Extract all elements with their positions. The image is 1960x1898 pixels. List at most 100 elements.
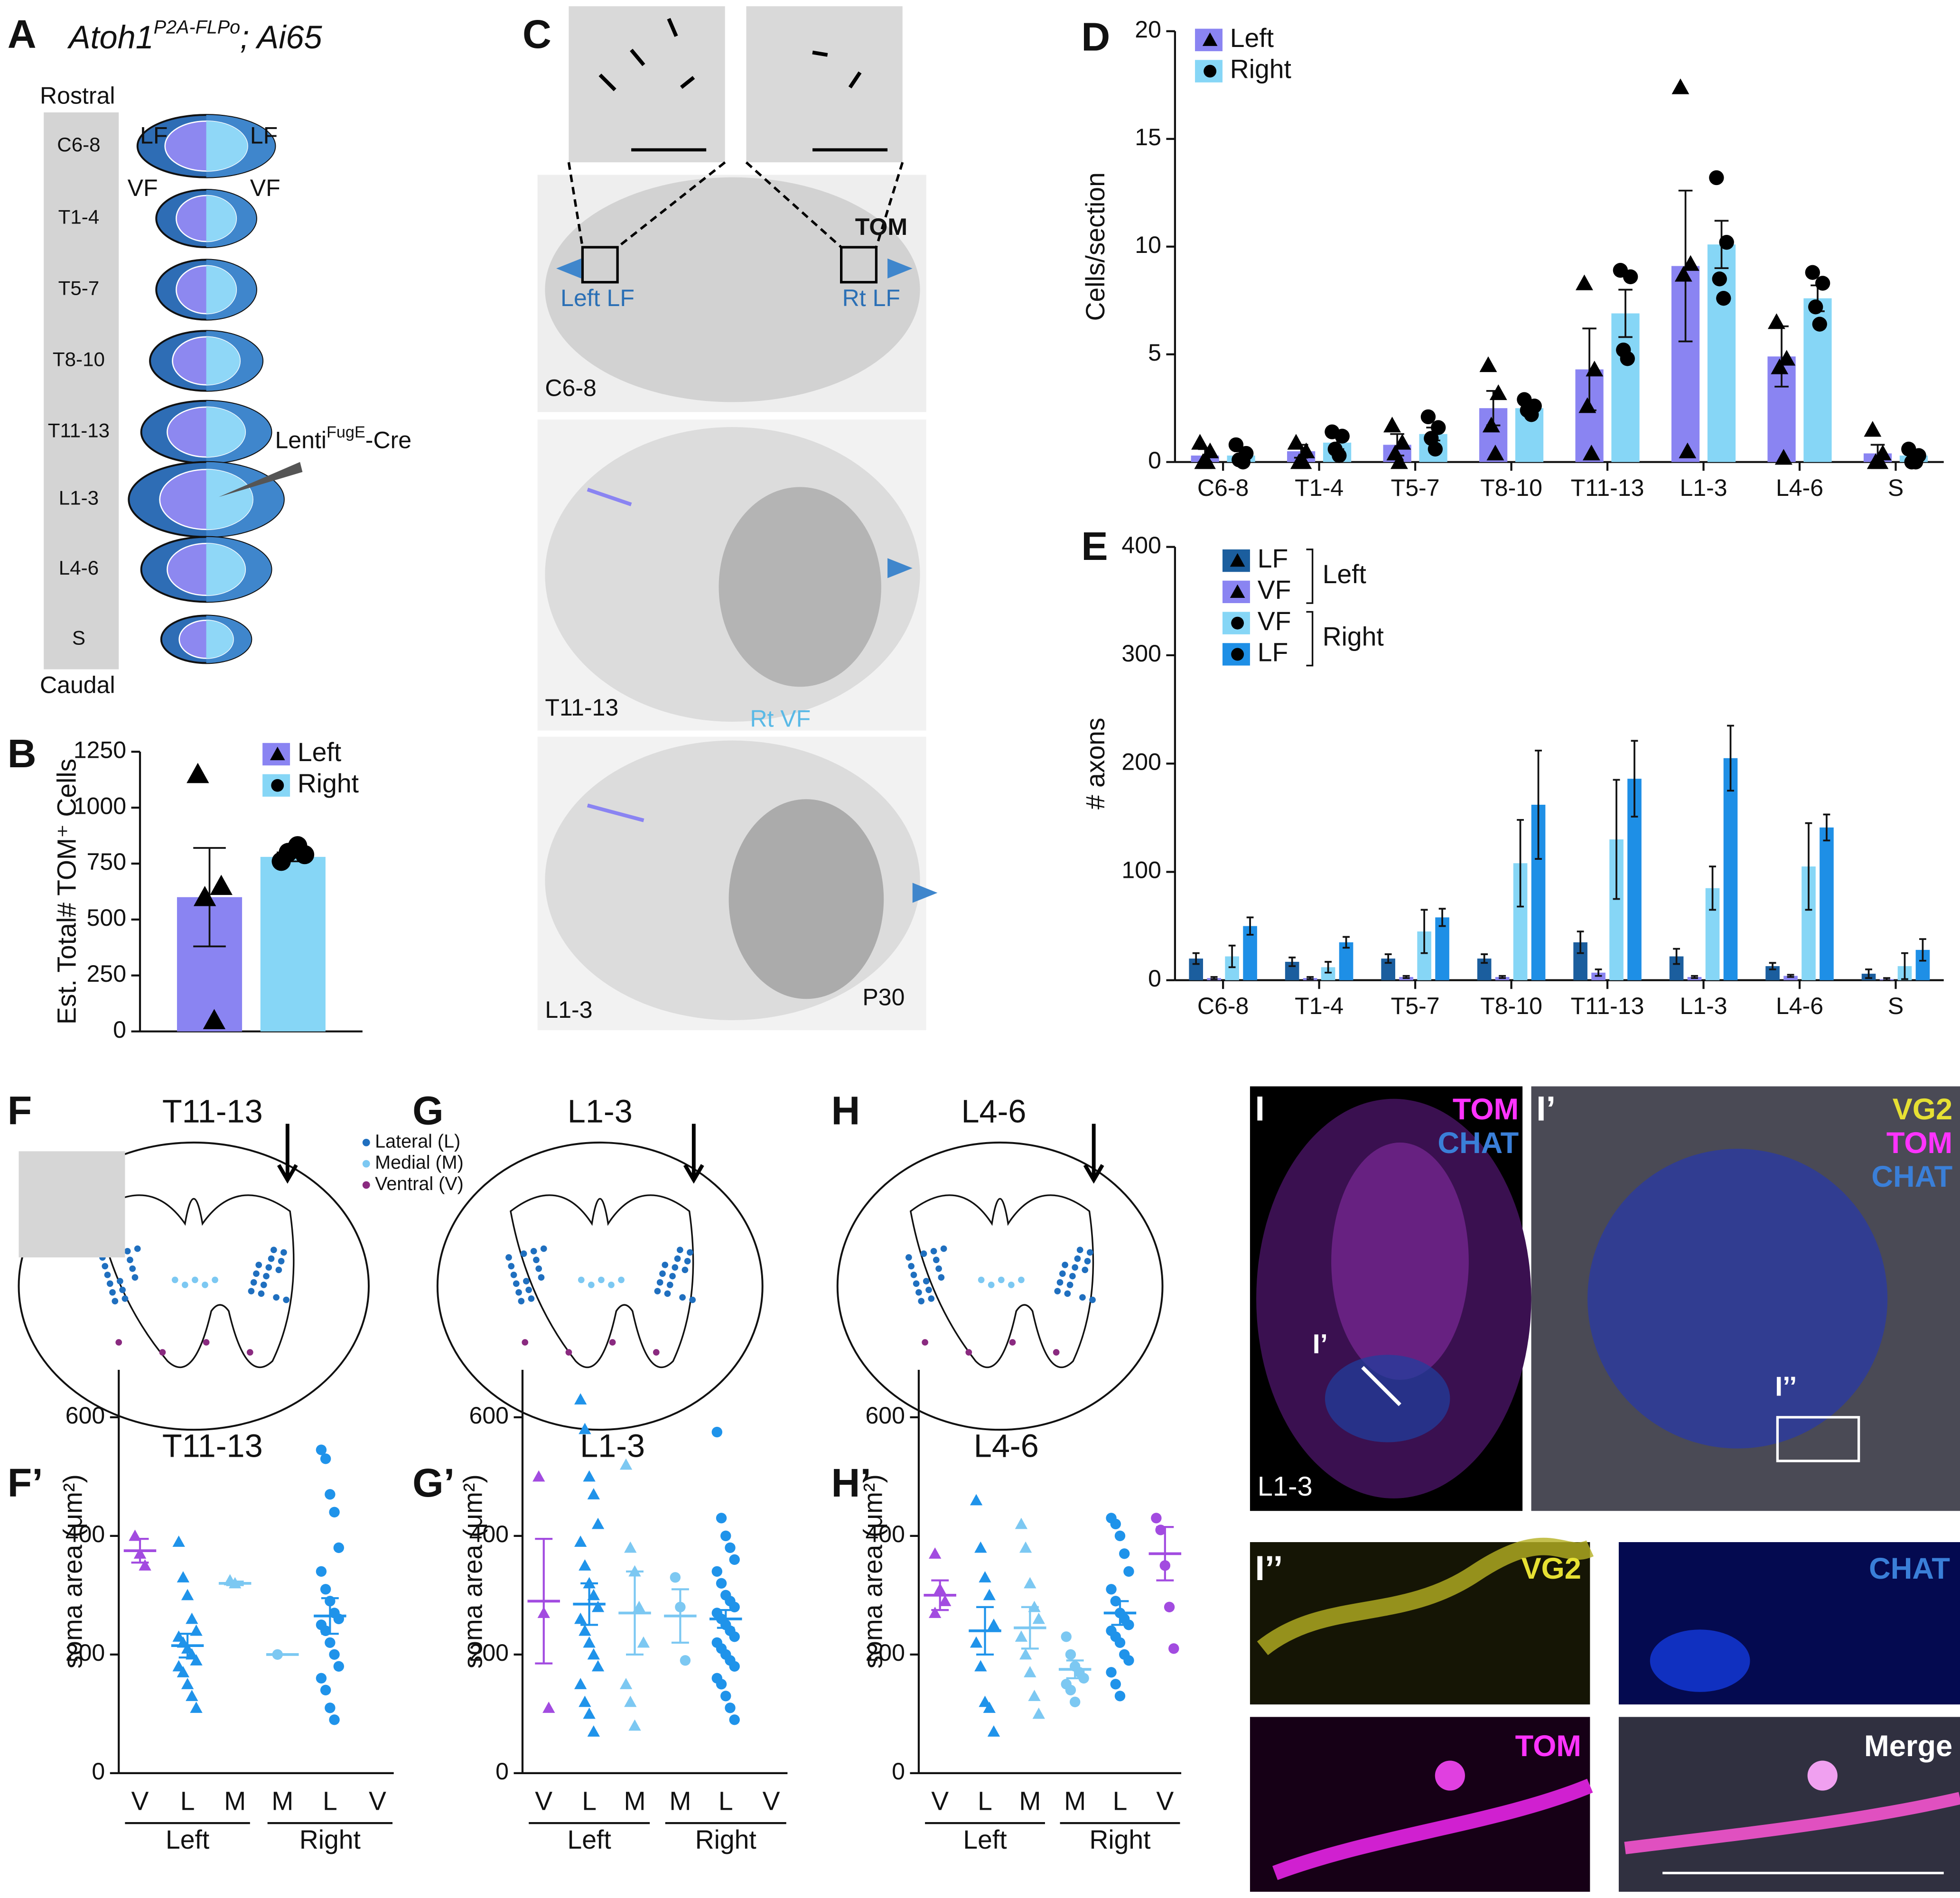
x-tick-label: V xyxy=(369,1786,386,1816)
cell-dot xyxy=(181,1282,188,1288)
point xyxy=(320,1584,331,1595)
point xyxy=(320,1453,331,1464)
error-bar xyxy=(1438,908,1446,927)
point xyxy=(1032,1612,1045,1624)
cell-dot xyxy=(258,1290,265,1297)
group-label: Right xyxy=(299,1825,361,1854)
y-tick-label: 250 xyxy=(87,960,126,987)
point xyxy=(716,1679,727,1690)
y-tick-label: 0 xyxy=(1148,965,1161,992)
x-tick-label: V xyxy=(1156,1786,1174,1816)
vf-label: VF xyxy=(250,175,280,201)
point xyxy=(1297,442,1315,458)
x-tick-label: T1-4 xyxy=(1295,474,1344,501)
segment-label: S xyxy=(72,627,85,649)
cell-dot xyxy=(268,1255,275,1262)
inset-box xyxy=(840,246,878,284)
point xyxy=(1431,420,1446,435)
legend-marker xyxy=(1202,32,1218,46)
x-tick-label: L xyxy=(719,1786,733,1816)
panel-letter: I xyxy=(1255,1089,1264,1128)
point xyxy=(1479,356,1497,372)
point xyxy=(720,1530,731,1542)
panel-letter: H’ xyxy=(831,1461,871,1505)
legend-marker xyxy=(1230,584,1245,598)
point xyxy=(1335,428,1350,444)
cell-dot xyxy=(684,1258,691,1265)
bar xyxy=(1783,976,1798,980)
cell-dot xyxy=(131,1274,139,1281)
y-tick-label: 100 xyxy=(1121,857,1161,884)
point xyxy=(579,1423,591,1434)
point xyxy=(929,1547,942,1559)
point xyxy=(624,1541,637,1553)
legend-label: Medial (M) xyxy=(375,1152,464,1173)
cell-dot xyxy=(1086,1249,1093,1256)
section-title: L1-3 xyxy=(568,1093,633,1129)
grey-matter-right xyxy=(206,195,236,242)
point xyxy=(624,1695,637,1707)
panel-letter: B xyxy=(8,731,37,776)
error-bar xyxy=(1156,1526,1174,1582)
point xyxy=(574,1393,587,1405)
legend-marker xyxy=(1204,65,1217,78)
bar xyxy=(1723,758,1738,980)
x-tick-label: M xyxy=(1019,1786,1041,1816)
point xyxy=(1390,453,1408,469)
cell-dot xyxy=(608,1282,615,1288)
lenti-label: LentiFugE-Cre xyxy=(275,423,411,454)
legend-marker xyxy=(270,746,285,761)
grey-matter-right xyxy=(206,543,245,595)
cell-dot xyxy=(664,1290,671,1297)
cell-dot xyxy=(518,1298,525,1304)
cell-dot xyxy=(104,1272,111,1278)
point xyxy=(1198,453,1216,469)
point xyxy=(983,1702,996,1713)
point xyxy=(1015,1630,1028,1642)
legend-label: Left xyxy=(298,737,341,767)
channel-label: CHAT xyxy=(1869,1552,1950,1585)
grey-matter-right xyxy=(206,336,240,385)
legend-label: LF xyxy=(1258,638,1288,667)
x-tick-label: L xyxy=(323,1786,337,1816)
cell-dot xyxy=(273,1294,280,1301)
cell-dot xyxy=(159,1349,166,1356)
cell-dot xyxy=(530,1248,537,1255)
cell-dot xyxy=(250,1279,257,1286)
arrow xyxy=(1361,1366,1401,1406)
x-tick-label: L4-6 xyxy=(1776,993,1823,1019)
error-bar xyxy=(1325,961,1332,974)
point xyxy=(1065,1649,1076,1660)
y-tick-label: 5 xyxy=(1148,339,1161,366)
point xyxy=(1871,453,1889,469)
rt-vf-label: Rt VF xyxy=(750,706,811,732)
cell-dot xyxy=(654,1288,661,1294)
cell-dot xyxy=(255,1261,262,1268)
cell-dot xyxy=(618,1276,625,1284)
point xyxy=(716,1578,727,1589)
x-tick-label: M xyxy=(669,1786,691,1816)
error-bar xyxy=(535,1538,553,1665)
cell-dot xyxy=(248,1288,255,1294)
cell-dot xyxy=(280,1249,287,1256)
cell-dot xyxy=(121,1295,129,1302)
error-bar xyxy=(1709,865,1716,911)
cell-dot xyxy=(538,1274,545,1281)
arrow xyxy=(277,1124,298,1184)
legend-label: Left xyxy=(1230,23,1274,53)
point xyxy=(203,1009,226,1030)
section-label: T11-13 xyxy=(545,694,618,721)
legend-group-label: Left xyxy=(1323,559,1366,589)
cell-dot xyxy=(1072,1264,1079,1271)
signal xyxy=(1272,1778,1593,1880)
error-bar xyxy=(1517,819,1524,908)
point xyxy=(987,1619,1000,1630)
point xyxy=(1019,1648,1032,1660)
bar xyxy=(260,856,326,1032)
point xyxy=(1482,417,1500,433)
cord-outline xyxy=(18,1141,370,1431)
x-tick-label: T11-13 xyxy=(1571,474,1644,501)
legend-label: VF xyxy=(1258,575,1291,605)
point xyxy=(1015,1517,1028,1529)
cell-dot xyxy=(659,1270,666,1277)
